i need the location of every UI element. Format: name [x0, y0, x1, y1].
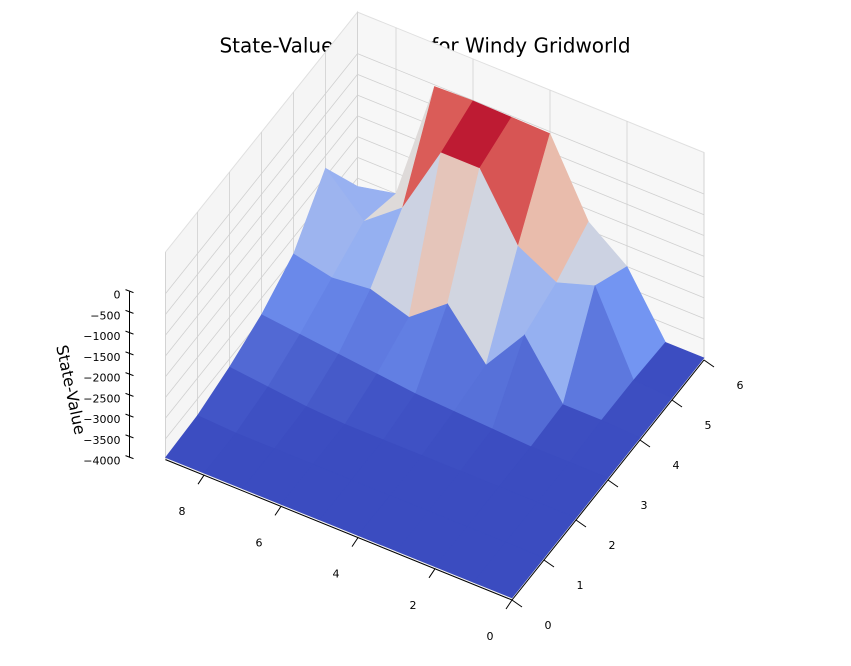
y-tick-label: 6	[737, 379, 744, 392]
axis-line	[511, 359, 705, 601]
tick-mark	[125, 289, 134, 294]
tick-mark	[671, 399, 683, 408]
z-tick-label: 0	[114, 289, 121, 302]
tick-mark	[505, 599, 513, 610]
x-tick-label: 4	[333, 568, 340, 581]
y-tick-label: 5	[705, 419, 712, 432]
surface-face	[473, 541, 545, 599]
x-tick-label: 0	[487, 630, 494, 643]
tick-mark	[274, 506, 282, 516]
grid-line	[165, 74, 358, 315]
y-tick-label: 1	[577, 579, 584, 592]
z-tick-label: −2500	[83, 392, 120, 405]
tick-mark	[511, 599, 523, 608]
y-tick-label: 0	[545, 619, 552, 632]
grid-line	[165, 115, 358, 357]
y-tick-label: 4	[673, 459, 680, 472]
y-tick-label: 3	[641, 499, 648, 512]
axis-line	[165, 459, 513, 601]
grid-line	[165, 94, 358, 336]
grid-line	[165, 53, 358, 294]
tick-mark	[703, 359, 715, 368]
x-tick-label: 2	[410, 599, 417, 612]
tick-mark	[575, 519, 587, 528]
y-tick-label: 2	[609, 539, 616, 552]
tick-mark	[639, 439, 651, 448]
grid-line	[357, 53, 705, 195]
z-tick-label: −1500	[83, 351, 120, 364]
z-tick-label: −1000	[83, 330, 120, 343]
z-tick-label: −3000	[83, 413, 120, 426]
x-tick-label: 6	[256, 536, 263, 549]
z-tick-label: −2000	[83, 372, 120, 385]
z-tick-label: −3500	[83, 434, 120, 447]
tick-mark	[543, 559, 555, 568]
tick-mark	[351, 537, 359, 547]
z-tick-label: −500	[90, 309, 120, 322]
tick-mark	[428, 568, 436, 579]
tick-mark	[197, 474, 205, 485]
x-tick-label: 8	[179, 505, 186, 518]
z-tick-label: −4000	[83, 455, 120, 468]
tick-mark	[607, 479, 619, 488]
